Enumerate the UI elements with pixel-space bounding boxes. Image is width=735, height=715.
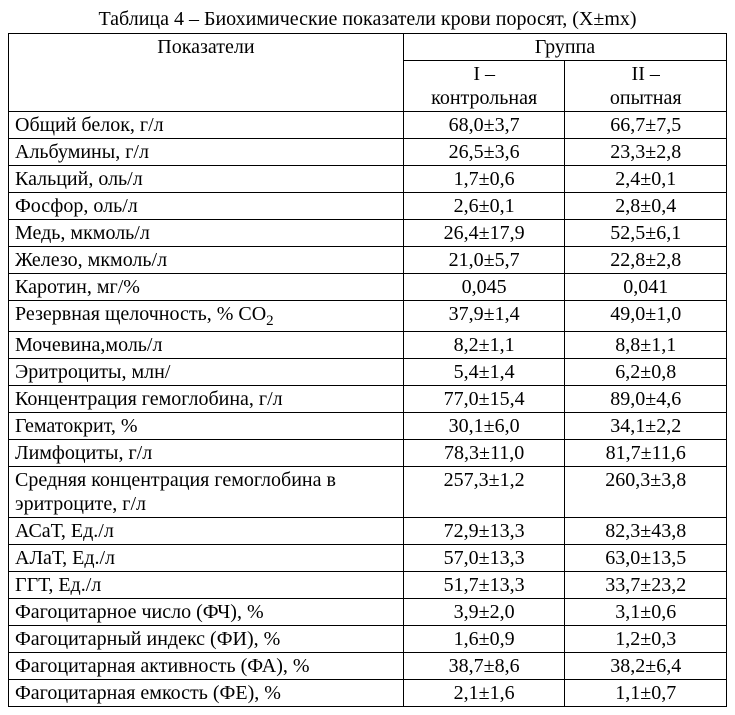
table-row: АЛаТ, Ед./л57,0±13,363,0±13,5 [9, 545, 727, 572]
value-experimental-cell: 8,8±1,1 [565, 332, 727, 359]
header-col2: II – опытная [565, 61, 727, 112]
indicator-cell: Альбумины, г/л [9, 139, 404, 166]
table-row: ГГТ, Ед./л51,7±13,333,7±23,2 [9, 572, 727, 599]
table-row: Резервная щелочность, % СО237,9±1,449,0±… [9, 301, 727, 332]
value-experimental-cell: 63,0±13,5 [565, 545, 727, 572]
value-experimental-cell: 38,2±6,4 [565, 653, 727, 680]
value-experimental-cell: 89,0±4,6 [565, 386, 727, 413]
value-control-cell: 38,7±8,6 [403, 653, 565, 680]
header-indicators: Показатели [9, 34, 404, 112]
value-control-cell: 3,9±2,0 [403, 599, 565, 626]
value-control-cell: 26,5±3,6 [403, 139, 565, 166]
table-row: Гематокрит, %30,1±6,034,1±2,2 [9, 413, 727, 440]
header-col1: I – контрольная [403, 61, 565, 112]
value-control-cell: 5,4±1,4 [403, 359, 565, 386]
indicator-cell: ГГТ, Ед./л [9, 572, 404, 599]
table-row: Фагоцитарная активность (ФА), %38,7±8,63… [9, 653, 727, 680]
value-experimental-cell: 66,7±7,5 [565, 112, 727, 139]
indicator-cell: Резервная щелочность, % СО2 [9, 301, 404, 332]
value-control-cell: 68,0±3,7 [403, 112, 565, 139]
indicator-cell: Эритроциты, млн/ [9, 359, 404, 386]
indicator-cell: Фагоцитарное число (ФЧ), % [9, 599, 404, 626]
indicator-cell: Кальций, оль/л [9, 166, 404, 193]
value-control-cell: 51,7±13,3 [403, 572, 565, 599]
value-control-cell: 1,7±0,6 [403, 166, 565, 193]
header-group: Группа [403, 34, 726, 61]
value-control-cell: 37,9±1,4 [403, 301, 565, 332]
indicator-cell: Каротин, мг/% [9, 274, 404, 301]
value-experimental-cell: 1,2±0,3 [565, 626, 727, 653]
header-col1-line1: I – [473, 63, 495, 85]
indicator-cell: АЛаТ, Ед./л [9, 545, 404, 572]
indicator-cell: Фагоцитарный индекс (ФИ), % [9, 626, 404, 653]
table-row: Кальций, оль/л1,7±0,62,4±0,1 [9, 166, 727, 193]
indicator-cell: Фагоцитарная емкость (ФЕ), % [9, 680, 404, 707]
table-row: Эритроциты, млн/5,4±1,46,2±0,8 [9, 359, 727, 386]
table-row: Общий белок, г/л68,0±3,766,7±7,5 [9, 112, 727, 139]
header-row-1: Показатели Группа [9, 34, 727, 61]
value-control-cell: 30,1±6,0 [403, 413, 565, 440]
indicator-cell: Железо, мкмоль/л [9, 247, 404, 274]
table-row: Альбумины, г/л26,5±3,623,3±2,8 [9, 139, 727, 166]
indicator-cell: Гематокрит, % [9, 413, 404, 440]
value-experimental-cell: 1,1±0,7 [565, 680, 727, 707]
indicator-cell: Концентрация гемоглобина, г/л [9, 386, 404, 413]
value-control-cell: 77,0±15,4 [403, 386, 565, 413]
table-row: Фагоцитарная емкость (ФЕ), %2,1±1,61,1±0… [9, 680, 727, 707]
indicator-cell: Фосфор, оль/л [9, 193, 404, 220]
header-col2-line1: II – [632, 63, 660, 85]
value-experimental-cell: 23,3±2,8 [565, 139, 727, 166]
table-row: Железо, мкмоль/л21,0±5,722,8±2,8 [9, 247, 727, 274]
indicator-cell: Фагоцитарная активность (ФА), % [9, 653, 404, 680]
value-control-cell: 2,6±0,1 [403, 193, 565, 220]
table-row: АСаТ, Ед./л72,9±13,382,3±43,8 [9, 518, 727, 545]
value-experimental-cell: 0,041 [565, 274, 727, 301]
table-body: Общий белок, г/л68,0±3,766,7±7,5Альбумин… [9, 112, 727, 707]
value-control-cell: 8,2±1,1 [403, 332, 565, 359]
table-row: Мочевина,моль/л8,2±1,18,8±1,1 [9, 332, 727, 359]
value-experimental-cell: 82,3±43,8 [565, 518, 727, 545]
value-experimental-cell: 22,8±2,8 [565, 247, 727, 274]
value-experimental-cell: 2,4±0,1 [565, 166, 727, 193]
header-col1-line2: контрольная [431, 87, 537, 109]
table-row: Фагоцитарный индекс (ФИ), %1,6±0,91,2±0,… [9, 626, 727, 653]
value-experimental-cell: 3,1±0,6 [565, 599, 727, 626]
value-control-cell: 26,4±17,9 [403, 220, 565, 247]
value-control-cell: 257,3±1,2 [403, 467, 565, 518]
value-control-cell: 21,0±5,7 [403, 247, 565, 274]
value-experimental-cell: 260,3±3,8 [565, 467, 727, 518]
indicator-cell: Общий белок, г/л [9, 112, 404, 139]
table-row: Медь, мкмоль/л26,4±17,952,5±6,1 [9, 220, 727, 247]
value-experimental-cell: 52,5±6,1 [565, 220, 727, 247]
value-experimental-cell: 81,7±11,6 [565, 440, 727, 467]
value-control-cell: 2,1±1,6 [403, 680, 565, 707]
table-row: Фагоцитарное число (ФЧ), %3,9±2,03,1±0,6 [9, 599, 727, 626]
table-row: Лимфоциты, г/л78,3±11,081,7±11,6 [9, 440, 727, 467]
table-row: Фосфор, оль/л2,6±0,12,8±0,4 [9, 193, 727, 220]
indicator-cell: Мочевина,моль/л [9, 332, 404, 359]
header-col2-line2: опытная [610, 87, 682, 109]
value-experimental-cell: 2,8±0,4 [565, 193, 727, 220]
indicator-cell: Медь, мкмоль/л [9, 220, 404, 247]
table-row: Концентрация гемоглобина, г/л77,0±15,489… [9, 386, 727, 413]
table-row: Каротин, мг/%0,0450,041 [9, 274, 727, 301]
value-control-cell: 72,9±13,3 [403, 518, 565, 545]
indicator-cell: АСаТ, Ед./л [9, 518, 404, 545]
indicator-cell: Средняя концентрация гемоглобина в эритр… [9, 467, 404, 518]
subscript: 2 [266, 313, 274, 329]
value-control-cell: 57,0±13,3 [403, 545, 565, 572]
table-row: Средняя концентрация гемоглобина в эритр… [9, 467, 727, 518]
value-experimental-cell: 34,1±2,2 [565, 413, 727, 440]
value-control-cell: 0,045 [403, 274, 565, 301]
value-control-cell: 1,6±0,9 [403, 626, 565, 653]
value-control-cell: 78,3±11,0 [403, 440, 565, 467]
biochem-table: Показатели Группа I – контрольная II – о… [8, 33, 727, 707]
indicator-cell: Лимфоциты, г/л [9, 440, 404, 467]
value-experimental-cell: 6,2±0,8 [565, 359, 727, 386]
table-caption: Таблица 4 – Биохимические показатели кро… [8, 8, 727, 31]
value-experimental-cell: 33,7±23,2 [565, 572, 727, 599]
value-experimental-cell: 49,0±1,0 [565, 301, 727, 332]
